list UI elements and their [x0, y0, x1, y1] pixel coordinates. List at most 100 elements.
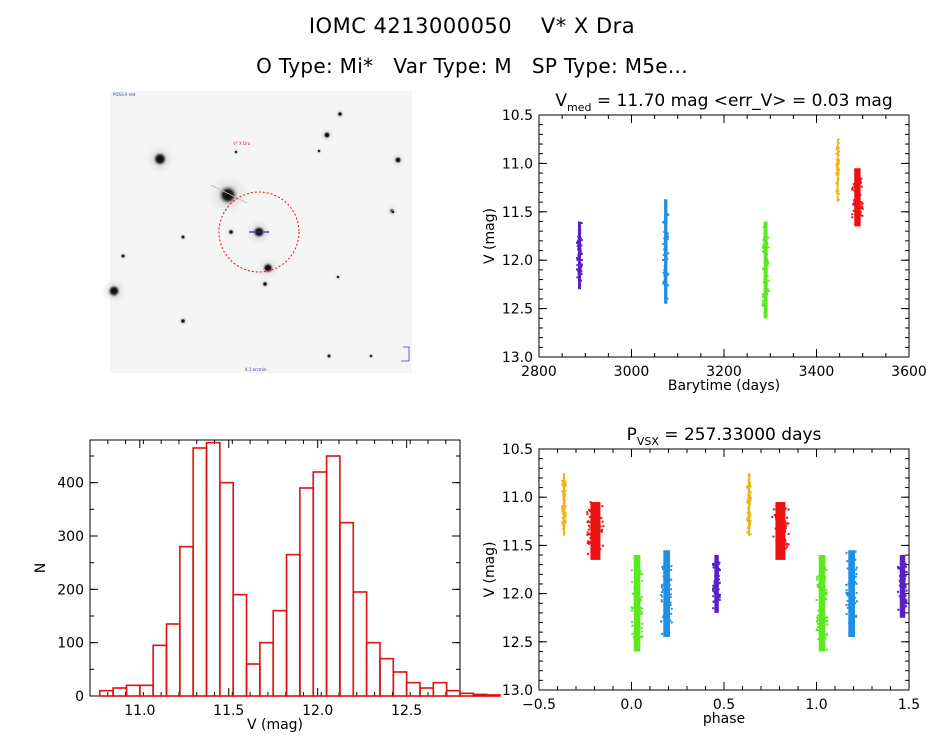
- data-point: [849, 567, 852, 570]
- data-point: [783, 534, 786, 537]
- data-point: [837, 169, 840, 172]
- data-point: [561, 508, 564, 511]
- data-point: [851, 603, 854, 606]
- data-point: [597, 519, 600, 522]
- data-point: [664, 230, 667, 233]
- data-point: [748, 512, 751, 515]
- x-tick-label: 1.5: [898, 697, 920, 713]
- data-point: [775, 541, 778, 544]
- data-point: [902, 570, 905, 573]
- data-point: [562, 504, 565, 507]
- data-point: [663, 248, 666, 251]
- data-point: [767, 262, 770, 265]
- star: [337, 111, 343, 117]
- data-point: [854, 200, 857, 203]
- data-point: [715, 589, 718, 592]
- data-point: [747, 484, 750, 487]
- data-point: [717, 575, 720, 578]
- data-point: [819, 589, 822, 592]
- data-point: [666, 274, 669, 277]
- data-point: [765, 277, 768, 280]
- data-point: [586, 513, 589, 516]
- data-point: [816, 625, 819, 628]
- data-point: [786, 542, 789, 545]
- data-point: [661, 595, 664, 598]
- histogram-bar: [125, 684, 141, 697]
- data-point: [718, 598, 721, 601]
- data-point: [817, 618, 820, 621]
- data-point: [837, 171, 840, 174]
- data-point: [858, 189, 861, 192]
- histogram-bar: [339, 521, 355, 697]
- data-point: [746, 518, 749, 521]
- data-point: [903, 600, 906, 603]
- data-point: [904, 565, 907, 568]
- data-point: [765, 238, 768, 241]
- data-point: [898, 579, 901, 582]
- data-point: [773, 513, 776, 516]
- data-point: [638, 622, 641, 625]
- data-point: [749, 519, 752, 522]
- data-point: [561, 490, 564, 493]
- data-point: [664, 561, 667, 564]
- data-point: [666, 297, 669, 300]
- data-point: [860, 206, 863, 209]
- data-point: [775, 508, 778, 511]
- data-point: [579, 237, 582, 240]
- data-point: [591, 544, 594, 547]
- data-point: [821, 640, 824, 643]
- data-point: [854, 181, 857, 184]
- series-2: [630, 555, 644, 652]
- data-point: [854, 575, 857, 578]
- data-point: [637, 603, 640, 606]
- data-point: [836, 164, 839, 167]
- data-point: [580, 269, 583, 272]
- data-point: [820, 621, 823, 624]
- y-tick-label: 300: [57, 529, 84, 545]
- histogram-bar: [365, 641, 381, 697]
- data-point: [631, 621, 634, 624]
- data-point: [666, 618, 669, 621]
- data-point: [597, 548, 600, 551]
- data-point: [712, 587, 715, 590]
- data-point: [835, 163, 838, 166]
- data-point: [836, 189, 839, 192]
- data-point: [766, 288, 769, 291]
- data-point: [859, 182, 862, 185]
- data-point: [662, 565, 665, 568]
- data-point: [712, 600, 715, 603]
- data-point: [561, 517, 564, 520]
- data-point: [762, 292, 765, 295]
- data-point: [564, 512, 567, 515]
- data-point: [836, 166, 839, 169]
- x-tick-label: 3200: [706, 364, 742, 380]
- data-point: [641, 611, 644, 614]
- finder-label-target: V* X Dra: [233, 141, 251, 146]
- data-point: [836, 182, 839, 185]
- data-point: [816, 620, 819, 623]
- data-point: [749, 491, 752, 494]
- data-point: [784, 507, 787, 510]
- data-point: [668, 583, 671, 586]
- data-point: [562, 491, 565, 494]
- data-point: [564, 519, 567, 522]
- data-point: [784, 540, 787, 543]
- data-point: [714, 575, 717, 578]
- data-point: [561, 480, 564, 483]
- series-4: [851, 168, 864, 227]
- data-point: [592, 532, 595, 535]
- series-0: [561, 473, 567, 536]
- data-point: [712, 607, 715, 610]
- data-point: [748, 511, 751, 514]
- data-point: [764, 264, 767, 267]
- histogram-bar: [98, 689, 114, 697]
- light_curve-panel: 2800 3000 3200 3400 3600 10.5 11.0 11.5 12.0 12.5…: [482, 91, 927, 394]
- data-point: [586, 533, 589, 536]
- data-point: [851, 596, 854, 599]
- data-point: [747, 511, 750, 514]
- data-point: [784, 539, 787, 542]
- data-point: [662, 220, 665, 223]
- data-point: [766, 275, 769, 278]
- data-point: [577, 235, 580, 238]
- data-point: [901, 574, 904, 577]
